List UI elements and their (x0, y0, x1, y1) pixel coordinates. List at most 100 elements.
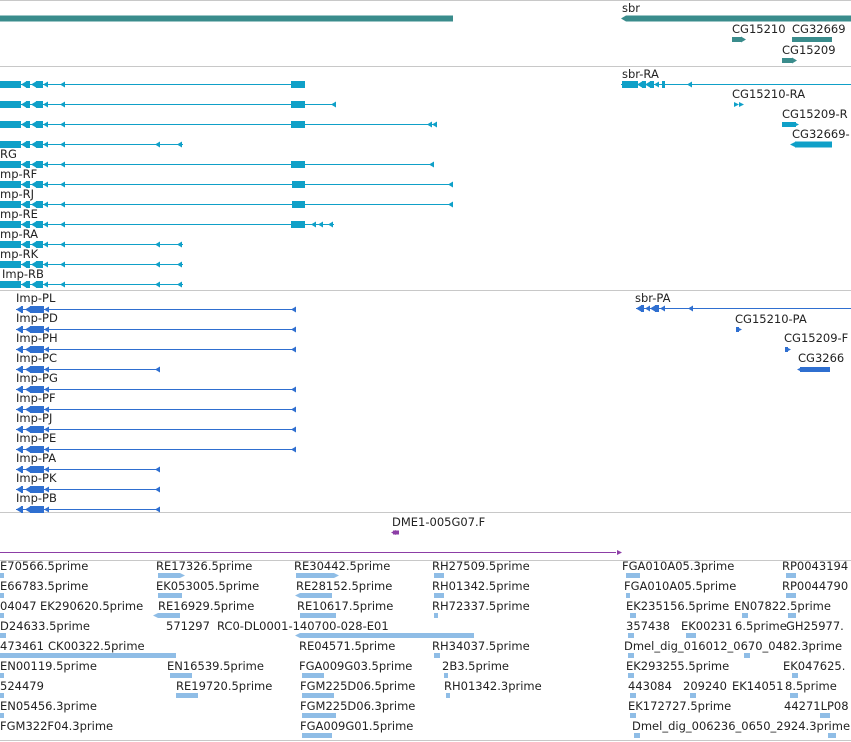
est-label[interactable]: EK053005.5prime (156, 579, 260, 593)
est-label[interactable]: RH01342.3prime (444, 679, 542, 693)
protein-label-pg[interactable]: Imp-PG (16, 371, 58, 385)
transcript-label-re[interactable]: mp-RE (0, 207, 38, 221)
intron-line (636, 308, 851, 309)
exon-block (628, 673, 634, 678)
strand-arrow (21, 221, 26, 228)
est-label[interactable]: E66783.5prime (0, 579, 89, 593)
exon-block (641, 305, 644, 312)
est-label[interactable]: CK00322.5prime (48, 639, 145, 653)
est-label[interactable]: EK235156.5prime (626, 599, 730, 613)
est-label[interactable]: Dmel_dig_016012_0670_0482.3prime (624, 639, 843, 653)
exon-block (0, 573, 4, 578)
est-label[interactable]: EK14051 (732, 679, 784, 693)
est-label[interactable]: Dmel_dig_006236_0650_2924.3prime (632, 719, 851, 733)
protein-label-pe[interactable]: Imp-PE (16, 431, 57, 445)
est-label[interactable]: RE17326.5prime (156, 559, 253, 573)
transcript-label-cg15210-ra[interactable]: CG15210-RA (732, 87, 806, 101)
strand-arrow (60, 181, 65, 188)
protein-label-pd[interactable]: Imp-PD (16, 311, 58, 325)
transcript-label-rb[interactable]: Imp-RB (2, 267, 44, 281)
est-label[interactable]: EK293255.5prime (626, 659, 730, 673)
est-label[interactable]: EK172727.5prime (628, 699, 732, 713)
est-label[interactable]: RP0043194 (782, 559, 849, 573)
est-label[interactable]: FGM225D06.5prime (300, 679, 416, 693)
track-separator (0, 290, 851, 291)
est-label[interactable]: RE19720.5prime (176, 679, 273, 693)
est-label[interactable]: RE30442.5prime (294, 559, 391, 573)
est-label[interactable]: 8.5prime (785, 679, 837, 693)
strand-arrow (60, 81, 65, 88)
protein-label-sbr-pa[interactable]: sbr-PA (635, 291, 671, 305)
protein-label-pa[interactable]: Imp-PA (16, 451, 57, 465)
est-label[interactable]: FGA009G03.5prime (299, 659, 413, 673)
protein-label-cg15209[interactable]: CG15209-F (784, 331, 849, 345)
strand-arrow (16, 446, 21, 453)
gene-label-sbr[interactable]: sbr (622, 1, 641, 15)
est-label[interactable]: 04047 (0, 599, 37, 613)
est-label[interactable]: RP0044790 (782, 579, 849, 593)
est-label[interactable]: FGA010A05.5prime (624, 579, 737, 593)
exon-block (828, 733, 836, 738)
protein-label-ph[interactable]: Imp-PH (16, 331, 58, 345)
est-label[interactable]: FGM225D06.3prime (300, 699, 416, 713)
est-label[interactable]: GH25977. (786, 619, 844, 633)
est-label[interactable]: EN05456.3prime (0, 699, 97, 713)
est-label[interactable]: FGA009G01.5prime (300, 719, 414, 733)
transcript-label-rf[interactable]: mp-RF (0, 167, 38, 181)
transcript-label-ra[interactable]: mp-RA (0, 227, 39, 241)
est-label[interactable]: 357438 (626, 619, 670, 633)
protein-label-pk[interactable]: Imp-PK (16, 471, 57, 485)
est-label[interactable]: EN07822.5prime (734, 599, 831, 613)
est-label[interactable]: 524479 (0, 679, 44, 693)
protein-label-pl[interactable]: Imp-PL (16, 291, 56, 305)
transcript-label-rg[interactable]: RG (0, 147, 17, 161)
est-label[interactable]: 443084 (628, 679, 672, 693)
protein-label-pf[interactable]: Imp-PF (16, 391, 56, 405)
gene-label-cg32669[interactable]: CG32669 (792, 22, 846, 36)
protein-label-cg3266[interactable]: CG3266 (798, 351, 845, 365)
clone-label[interactable]: DME1-005G07.F (392, 515, 486, 529)
strand-arrow (25, 306, 30, 313)
est-label[interactable]: 571297 (166, 619, 210, 633)
gene-label-cg15210[interactable]: CG15210 (732, 22, 786, 36)
transcript-label-rj[interactable]: mp-RJ (0, 187, 35, 201)
strand-arrow (44, 406, 49, 413)
est-label[interactable]: EK047625. (783, 659, 846, 673)
est-label[interactable]: 44271LP08 (784, 699, 849, 713)
est-label[interactable]: EK290620.5prime (40, 599, 144, 613)
est-label[interactable]: RH01342.5prime (432, 579, 530, 593)
strand-arrow (25, 466, 30, 473)
est-label[interactable]: FGA010A05.3prime (622, 559, 735, 573)
est-label[interactable]: RH34037.5prime (432, 639, 530, 653)
transcript-label-rk[interactable]: mp-RK (0, 247, 39, 261)
est-label[interactable]: RH27509.5prime (432, 559, 530, 573)
est-label[interactable]: EK00231 (681, 619, 733, 633)
transcript-label-sbr-ra[interactable]: sbr-RA (622, 67, 659, 81)
est-label[interactable]: EN16539.5prime (167, 659, 264, 673)
est-label[interactable]: EN00119.5prime (0, 659, 97, 673)
est-label[interactable]: RE04571.5prime (299, 639, 396, 653)
protein-label-pj[interactable]: Imp-PJ (16, 411, 53, 425)
est-label[interactable]: 6.5prime (735, 619, 787, 633)
est-label[interactable]: 473461 (0, 639, 44, 653)
protein-label-pb[interactable]: Imp-PB (16, 491, 57, 505)
est-label[interactable]: D24633.5prime (0, 619, 90, 633)
est-label[interactable]: E70566.5prime (0, 559, 89, 573)
strand-arrow (16, 466, 21, 473)
strand-arrow (25, 386, 30, 393)
protein-label-pc[interactable]: Imp-PC (16, 351, 58, 365)
gene-label-cg15209[interactable]: CG15209 (782, 43, 836, 57)
est-label[interactable]: RC0-DL0001-140700-028-E01 (217, 619, 389, 633)
exon-block (26, 121, 30, 128)
est-label[interactable]: RE10617.5prime (297, 599, 394, 613)
est-label[interactable]: 209240 (683, 679, 727, 693)
transcript-label-cg15209-r[interactable]: CG15209-R (782, 107, 848, 121)
est-label[interactable]: RE16929.5prime (158, 599, 255, 613)
exon-block (21, 446, 23, 453)
protein-label-cg15210-pa[interactable]: CG15210-PA (735, 312, 807, 326)
est-label[interactable]: FGM322F04.3prime (0, 719, 114, 733)
est-label[interactable]: 2B3.5prime (442, 659, 509, 673)
transcript-label-cg32669[interactable]: CG32669- (792, 127, 850, 141)
est-label[interactable]: RH72337.5prime (432, 599, 530, 613)
est-label[interactable]: RE28152.5prime (296, 579, 393, 593)
